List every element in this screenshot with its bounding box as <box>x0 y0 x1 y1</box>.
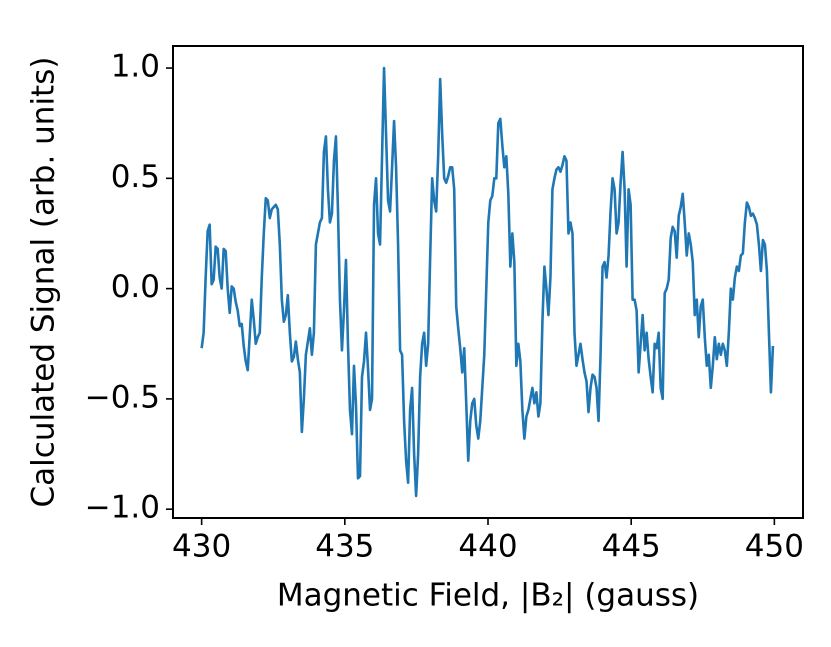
x-tick-label: 440 <box>458 529 517 565</box>
y-tick-label: −0.5 <box>85 379 160 415</box>
y-tick-label: 1.0 <box>111 49 160 85</box>
y-tick-label: 0.0 <box>111 269 160 305</box>
x-tick-label: 430 <box>172 529 231 565</box>
x-tick-label: 445 <box>602 529 661 565</box>
plot-frame <box>172 45 804 519</box>
data-line <box>200 66 775 498</box>
y-axis-label: Calculated Signal (arb. units) <box>26 57 62 508</box>
x-tick-label: 450 <box>745 529 804 565</box>
y-tick-label: 0.5 <box>111 159 160 195</box>
y-tick-label: −1.0 <box>85 490 160 526</box>
x-axis-label: Magnetic Field, |B₂| (gauss) <box>277 578 699 614</box>
x-tick-label: 435 <box>315 529 374 565</box>
